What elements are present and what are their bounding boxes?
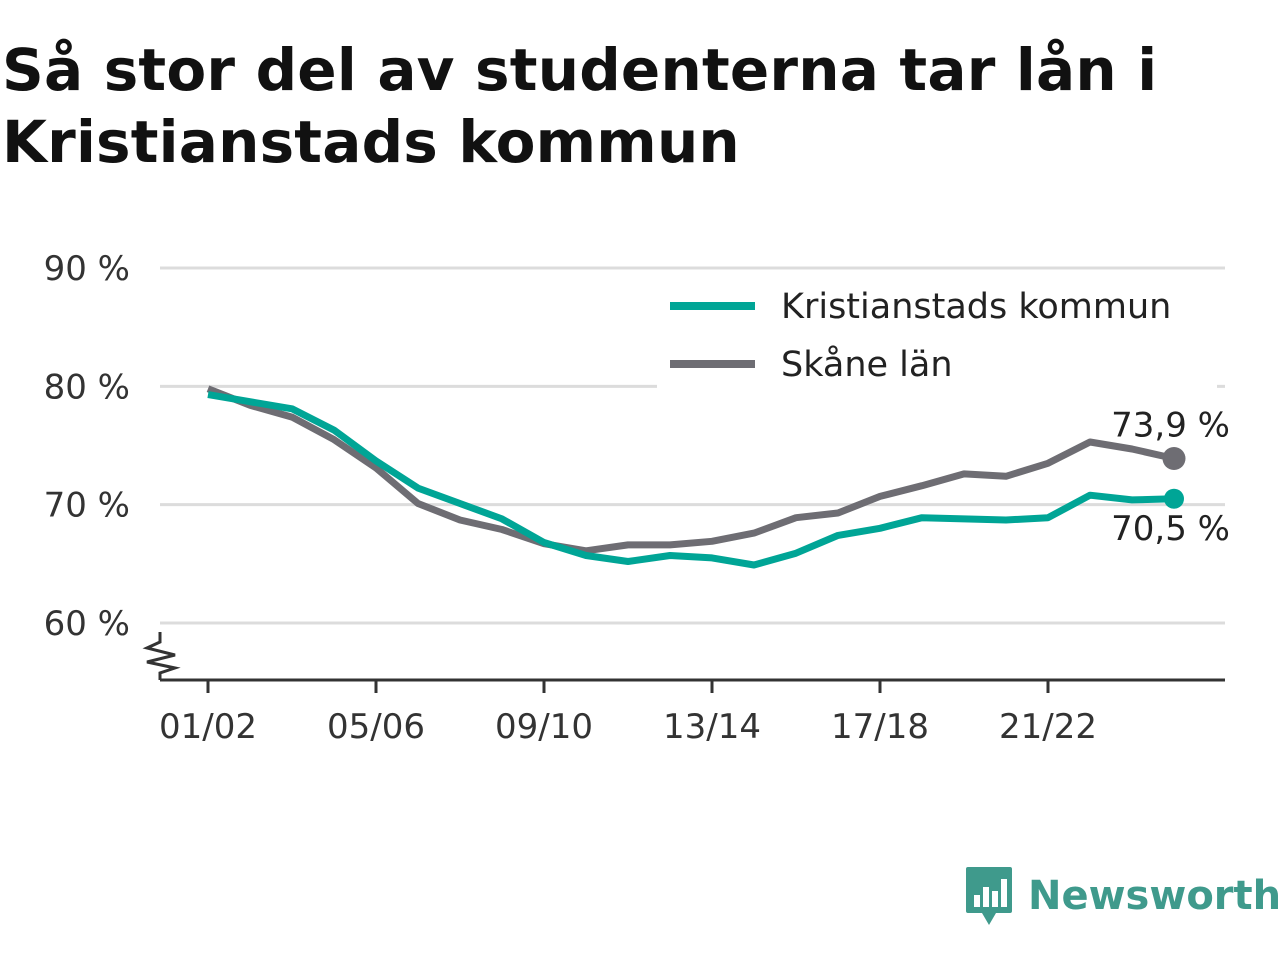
y-tick-label: 70 %	[44, 486, 130, 526]
x-tick-label: 13/14	[663, 707, 761, 747]
axis-layer: 60 % 70 % 80 % 90 % 01/02 05/06 09/10 13/14 17/1…	[44, 249, 1225, 747]
x-tick-label: 17/18	[831, 707, 929, 747]
y-tick-label: 80 %	[44, 367, 130, 407]
series-line-skane-lan	[206, 385, 1175, 555]
y-axis-break	[142, 632, 181, 680]
line-chart: 60 % 70 % 80 % 90 % 01/02 05/06 09/10 13/14 17/1…	[44, 249, 1230, 747]
newsworthy-logo-icon	[966, 867, 1012, 925]
x-tick-label: 21/22	[999, 707, 1097, 747]
series-layer	[206, 385, 1186, 569]
end-label-skane-lan: 73,9 %	[1111, 406, 1230, 446]
end-label-kristianstads-kommun: 70,5 %	[1111, 509, 1230, 549]
legend-background	[657, 282, 1217, 394]
legend: Kristianstads kommun Skåne län	[657, 282, 1217, 394]
x-tick-label: 09/10	[495, 707, 593, 747]
series-line-kristianstads-kommun	[207, 391, 1175, 569]
x-tick-label: 01/02	[159, 707, 257, 747]
end-point-kristianstads-kommun	[1164, 488, 1184, 509]
legend-label-kristianstads-kommun: Kristianstads kommun	[781, 287, 1171, 327]
y-tick-label: 90 %	[44, 249, 130, 289]
end-point-skane-lan	[1162, 447, 1186, 471]
legend-label-skane-lan: Skåne län	[781, 344, 953, 385]
y-tick-label: 60 %	[44, 604, 130, 644]
chart-title: Så stor del av studenterna tar lån i Kri…	[2, 36, 1158, 176]
label-layer: 73,9 % 70,5 %	[1111, 406, 1230, 549]
brand-name: Newsworthy	[1028, 873, 1280, 919]
x-tick-label: 05/06	[327, 707, 425, 747]
brand-logo: Newsworthy	[964, 864, 1280, 928]
